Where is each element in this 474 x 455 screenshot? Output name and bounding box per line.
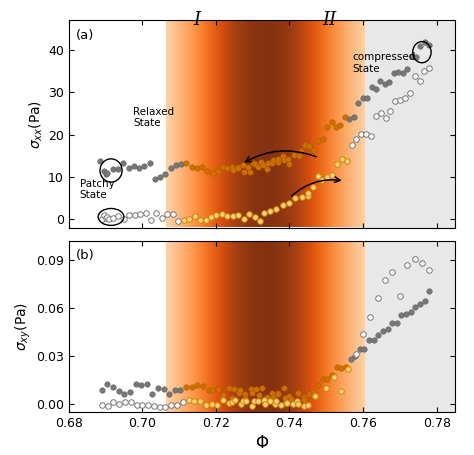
Bar xyxy=(308,241,455,412)
Text: Relaxed
State: Relaxed State xyxy=(133,107,174,128)
Y-axis label: $\sigma_{xy}$(Pa): $\sigma_{xy}$(Pa) xyxy=(14,302,33,351)
Text: (a): (a) xyxy=(76,29,94,42)
Y-axis label: $\sigma_{xx}$(Pa): $\sigma_{xx}$(Pa) xyxy=(28,99,45,149)
Text: compressed
State: compressed State xyxy=(352,52,415,74)
Text: I: I xyxy=(193,11,201,30)
Bar xyxy=(308,20,455,228)
X-axis label: $\Phi$: $\Phi$ xyxy=(255,434,269,452)
Text: (b): (b) xyxy=(76,249,95,262)
Text: Patchy
State: Patchy State xyxy=(80,179,115,200)
Text: II: II xyxy=(322,11,337,30)
